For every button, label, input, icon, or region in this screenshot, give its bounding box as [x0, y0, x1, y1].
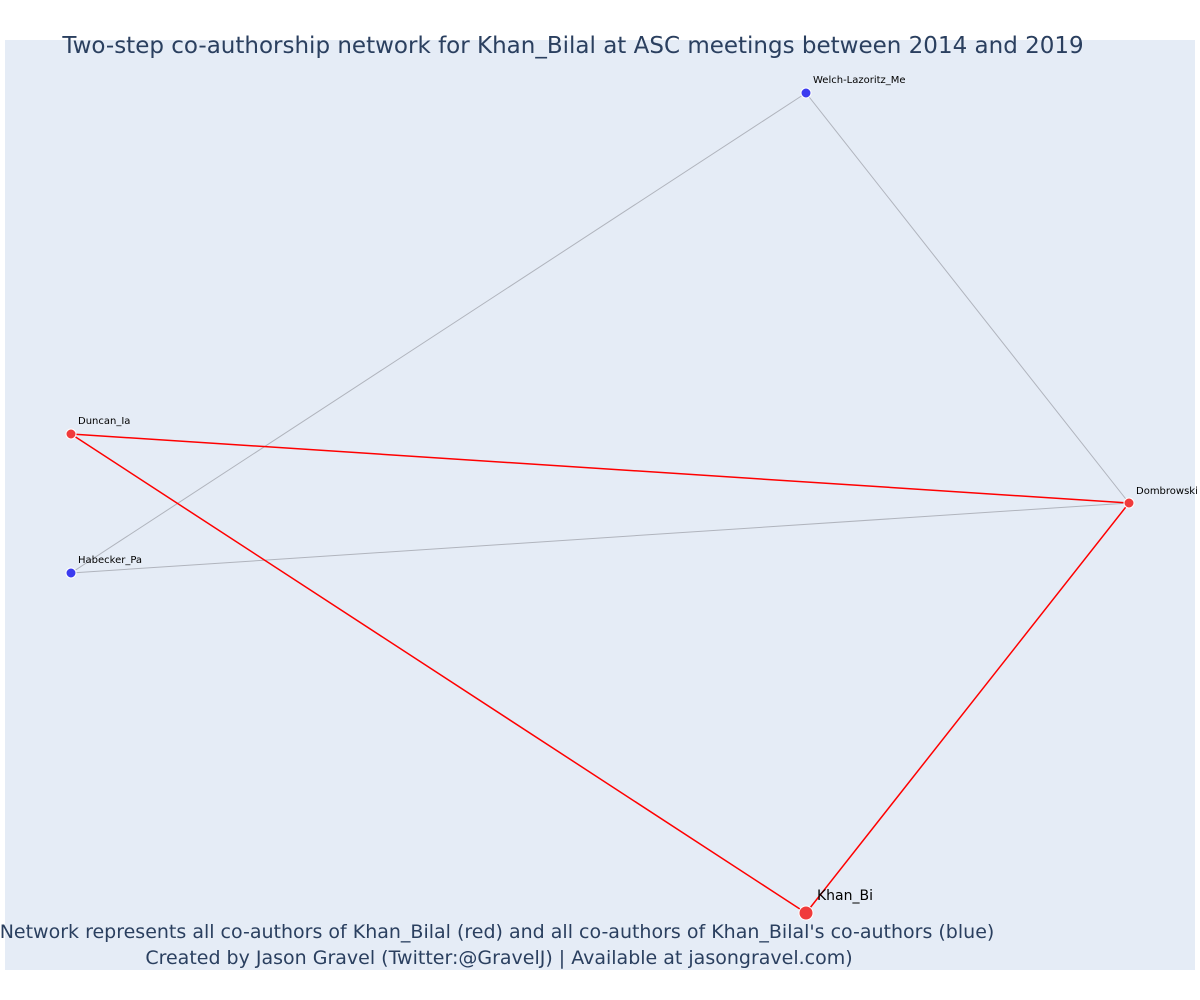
node — [1123, 497, 1135, 509]
edge — [805, 92, 1130, 504]
node-label: Khan_Bi — [817, 888, 873, 904]
nodes — [65, 87, 1135, 921]
edge — [70, 92, 807, 574]
edge — [70, 433, 1130, 504]
node — [65, 567, 77, 579]
node — [65, 428, 77, 440]
node-label: Welch-Lazoritz_Me — [813, 75, 906, 86]
title: Two-step co-authorship network for Khan_… — [61, 33, 1083, 59]
edge — [70, 433, 807, 914]
node-label: Dombrowski — [1136, 486, 1198, 497]
plot-area — [5, 40, 1195, 970]
node — [800, 87, 812, 99]
node — [798, 905, 814, 921]
node-label: Duncan_Ia — [78, 416, 130, 427]
node-label: Habecker_Pa — [78, 555, 142, 566]
footer-line: Created by Jason Gravel (Twitter:@Gravel… — [145, 947, 852, 969]
footer-line: Network represents all co-authors of Kha… — [0, 921, 994, 943]
edge — [70, 502, 1130, 574]
edge — [805, 502, 1130, 914]
edges — [70, 92, 1130, 914]
node-labels: Welch-Lazoritz_Me Duncan_Ia Habecker_Pa … — [78, 75, 1198, 904]
